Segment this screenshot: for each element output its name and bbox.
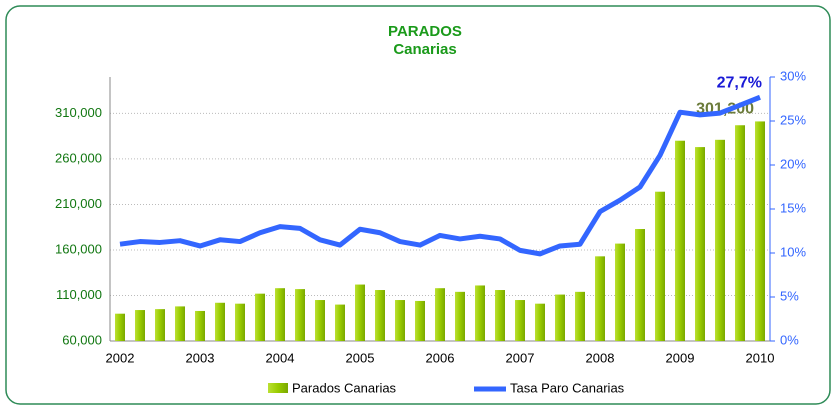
bar xyxy=(415,300,425,341)
bar xyxy=(235,303,245,341)
bar xyxy=(475,285,485,341)
y-tick-label: 110,000 xyxy=(56,287,102,302)
bar xyxy=(175,306,185,341)
bar xyxy=(635,229,645,341)
bar xyxy=(735,125,745,341)
bar xyxy=(595,256,605,341)
y2-tick-label: 25% xyxy=(780,112,806,127)
bar xyxy=(355,284,365,341)
y-tick-label: 260,000 xyxy=(55,150,102,165)
y-tick-label: 60,000 xyxy=(62,332,102,347)
x-tick-label: 2006 xyxy=(426,350,455,365)
y2-tick-label: 5% xyxy=(780,288,799,303)
x-tick-label: 2007 xyxy=(506,350,535,365)
bar xyxy=(715,139,725,341)
y-tick-label: 210,000 xyxy=(55,196,102,211)
legend-swatch xyxy=(268,383,288,393)
x-tick-label: 2002 xyxy=(106,350,135,365)
chart-title: PARADOS xyxy=(388,23,462,40)
bar xyxy=(575,291,585,341)
bar xyxy=(615,243,625,341)
bar xyxy=(675,140,685,341)
y2-tick-label: 10% xyxy=(780,244,806,259)
bar xyxy=(535,303,545,341)
bar xyxy=(115,313,125,341)
bar xyxy=(495,290,505,341)
bar xyxy=(435,288,445,341)
bar xyxy=(555,294,565,341)
y2-tick-label: 0% xyxy=(780,332,799,347)
x-tick-label: 2008 xyxy=(586,350,615,365)
line xyxy=(119,94,761,257)
chart-subtitle: Canarias xyxy=(393,41,456,58)
bar xyxy=(135,310,145,341)
bar xyxy=(155,309,165,341)
y2-tick-label: 20% xyxy=(780,156,806,171)
bar xyxy=(215,302,225,341)
bar xyxy=(395,300,405,341)
x-tick-label: 2005 xyxy=(346,350,375,365)
x-tick-label: 2003 xyxy=(186,350,215,365)
legend-label: Tasa Paro Canarias xyxy=(510,380,625,395)
bar xyxy=(655,191,665,341)
frame xyxy=(5,5,831,405)
x-tick-label: 2004 xyxy=(266,350,295,365)
legend-label: Parados Canarias xyxy=(292,380,397,395)
bar xyxy=(275,288,285,341)
y-tick-label: 310,000 xyxy=(55,105,102,120)
bar xyxy=(455,291,465,341)
bar xyxy=(335,304,345,341)
bar xyxy=(375,290,385,341)
y2-tick-label: 15% xyxy=(780,200,806,215)
y2-tick-label: 30% xyxy=(780,68,806,83)
y-tick-label: 160,000 xyxy=(55,241,102,256)
bar xyxy=(315,300,325,341)
bar xyxy=(755,121,765,341)
line-value-label: 27,7% xyxy=(717,74,762,91)
x-tick-label: 2010 xyxy=(746,350,775,365)
bar xyxy=(695,147,705,341)
bar xyxy=(255,293,265,341)
bar xyxy=(295,289,305,341)
bar xyxy=(515,300,525,341)
x-tick-label: 2009 xyxy=(666,350,695,365)
bar xyxy=(195,310,205,341)
